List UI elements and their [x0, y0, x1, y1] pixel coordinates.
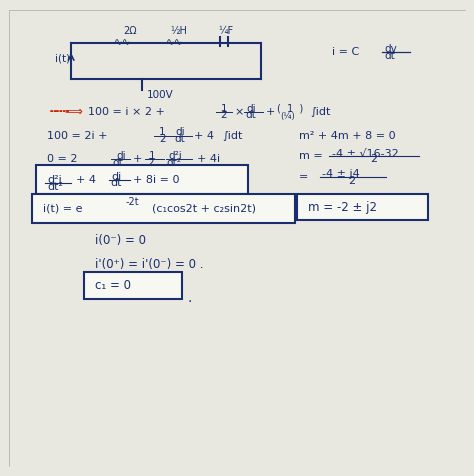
FancyBboxPatch shape [84, 272, 182, 299]
Text: (c₁cos2t + c₂sin2t): (c₁cos2t + c₂sin2t) [152, 203, 255, 214]
Text: dt: dt [110, 178, 121, 188]
Text: ∫idt: ∫idt [223, 130, 243, 141]
Text: m = -2 ± j2: m = -2 ± j2 [308, 200, 377, 214]
Text: +: + [133, 154, 142, 165]
FancyBboxPatch shape [297, 194, 428, 220]
Text: +: + [265, 107, 275, 117]
Text: ⟹: ⟹ [64, 105, 82, 119]
Text: i = C: i = C [332, 47, 359, 58]
Text: (  1  ): ( 1 ) [277, 103, 303, 114]
Text: di: di [246, 103, 256, 114]
Text: dt²: dt² [167, 158, 182, 168]
Text: i(0⁻) = 0: i(0⁻) = 0 [95, 234, 146, 247]
Text: dt: dt [246, 110, 256, 120]
Text: i'(0⁺) = i'(0⁻) = 0 .: i'(0⁺) = i'(0⁻) = 0 . [95, 258, 203, 271]
Text: 2: 2 [370, 154, 377, 165]
Text: dt: dt [174, 134, 185, 144]
Text: ∿∿: ∿∿ [114, 37, 131, 47]
FancyBboxPatch shape [36, 165, 248, 194]
Text: dv: dv [384, 43, 397, 54]
Text: .: . [187, 290, 191, 305]
Text: 100V: 100V [147, 90, 173, 100]
Text: 2: 2 [147, 158, 154, 168]
Text: dt: dt [113, 158, 124, 168]
Text: -2t: -2t [126, 197, 139, 208]
Text: m² + 4m + 8 = 0: m² + 4m + 8 = 0 [299, 130, 395, 141]
Text: 0 = 2: 0 = 2 [47, 154, 78, 165]
Text: + 4: + 4 [76, 175, 96, 185]
Text: -4 ± √16-32: -4 ± √16-32 [332, 148, 399, 159]
Text: 2Ω: 2Ω [123, 26, 137, 36]
Text: ╍╍╍: ╍╍╍ [50, 107, 70, 117]
Text: ×: × [235, 107, 244, 117]
Text: 1: 1 [220, 103, 227, 114]
Text: ∿∿: ∿∿ [166, 37, 183, 47]
Text: dt: dt [384, 51, 395, 61]
Text: i(t): i(t) [55, 53, 70, 64]
Text: c₁ = 0: c₁ = 0 [95, 279, 131, 292]
Text: ∫idt: ∫idt [310, 107, 331, 117]
Text: 2: 2 [220, 110, 227, 120]
Text: di: di [116, 151, 126, 161]
Text: ½H: ½H [171, 26, 188, 36]
Text: (¼): (¼) [281, 112, 295, 121]
Text: 2: 2 [348, 176, 356, 186]
Text: + 4: + 4 [194, 130, 214, 141]
Text: 2: 2 [159, 134, 165, 144]
Text: 1: 1 [159, 127, 165, 138]
Text: + 8i = 0: + 8i = 0 [133, 175, 179, 185]
Text: di: di [111, 172, 122, 182]
Text: di: di [175, 127, 185, 138]
Text: =: = [299, 172, 308, 182]
Text: i(t) = e: i(t) = e [43, 203, 82, 214]
Text: d²i: d²i [47, 175, 62, 185]
Text: m =: m = [299, 151, 322, 161]
Text: ¼F: ¼F [218, 26, 233, 36]
FancyBboxPatch shape [32, 194, 295, 223]
Text: 100 = i × 2 +: 100 = i × 2 + [88, 107, 164, 117]
Text: -4 ± j4: -4 ± j4 [322, 169, 360, 179]
Text: 1: 1 [149, 151, 156, 161]
Text: dt²: dt² [47, 181, 64, 192]
Text: 100 = 2i +: 100 = 2i + [47, 130, 108, 141]
Text: d²i: d²i [168, 151, 182, 161]
Text: + 4i: + 4i [197, 154, 220, 165]
